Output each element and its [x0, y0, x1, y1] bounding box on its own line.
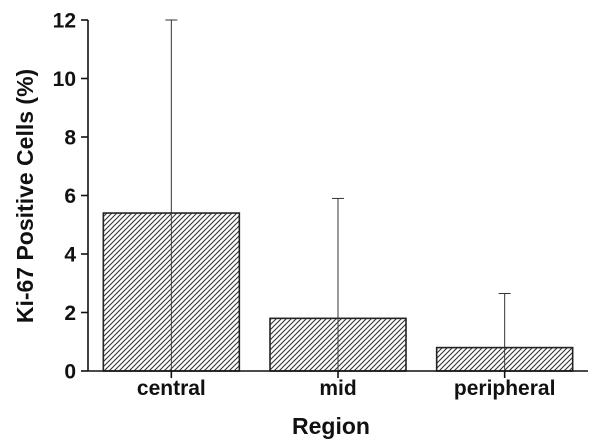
y-axis-title: Ki-67 Positive Cells (%) — [12, 69, 38, 323]
y-tick-label: 8 — [64, 127, 76, 150]
x-tick-label-mid: mid — [319, 377, 356, 400]
y-tick-label: 12 — [53, 10, 76, 33]
x-axis-title: Region — [292, 413, 370, 439]
y-tick-label: 2 — [64, 302, 76, 325]
x-axis-ticks: central mid peripheral — [137, 371, 556, 400]
y-axis-ticks: 0 2 4 6 8 10 12 — [53, 10, 88, 384]
y-tick-label: 0 — [64, 361, 76, 384]
y-tick-label: 6 — [64, 185, 76, 208]
bars — [102, 212, 574, 372]
y-tick-label: 4 — [64, 244, 76, 267]
x-tick-label-central: central — [137, 377, 206, 400]
y-tick-label: 10 — [53, 68, 76, 91]
x-tick-label-peripheral: peripheral — [454, 377, 556, 400]
